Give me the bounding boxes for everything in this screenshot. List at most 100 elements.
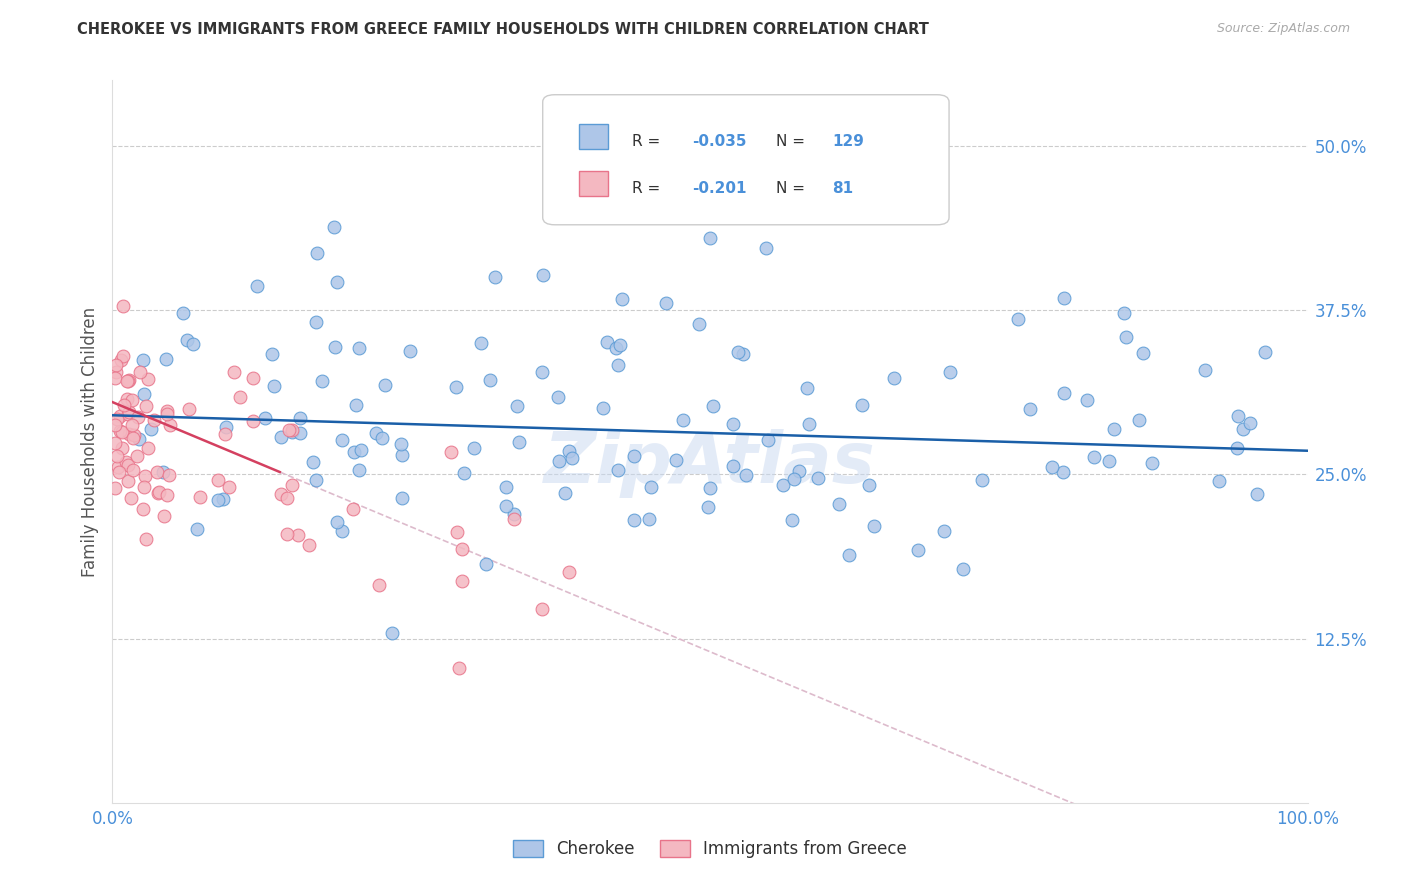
Point xyxy=(796,381,818,395)
Text: ZipAtlas: ZipAtlas xyxy=(544,429,876,498)
Point xyxy=(112,299,135,313)
FancyBboxPatch shape xyxy=(543,95,949,225)
Text: CHEROKEE VS IMMIGRANTS FROM GREECE FAMILY HOUSEHOLDS WITH CHILDREN CORRELATION C: CHEROKEE VS IMMIGRANTS FROM GREECE FAMIL… xyxy=(77,22,929,37)
Point xyxy=(907,543,929,558)
Point xyxy=(1053,291,1076,305)
Point xyxy=(181,337,204,351)
Point xyxy=(697,500,720,515)
Point xyxy=(344,398,367,412)
Point xyxy=(305,245,328,260)
Point xyxy=(1208,474,1230,488)
Point xyxy=(607,358,630,372)
Y-axis label: Family Households with Children: Family Households with Children xyxy=(80,307,98,576)
Point xyxy=(350,442,373,457)
Point xyxy=(153,508,176,523)
Point xyxy=(118,373,141,387)
Point xyxy=(731,346,754,360)
Point xyxy=(858,477,880,491)
Point xyxy=(246,279,269,293)
Point xyxy=(111,349,134,363)
Point xyxy=(838,548,860,562)
Point xyxy=(122,463,145,477)
Point xyxy=(444,380,467,394)
Point xyxy=(276,527,298,541)
Point xyxy=(1232,422,1254,436)
Text: 129: 129 xyxy=(832,135,863,150)
Point xyxy=(146,465,169,479)
Point xyxy=(828,497,851,511)
Point xyxy=(347,463,370,477)
Point xyxy=(139,422,162,436)
Point xyxy=(755,241,778,255)
Point xyxy=(287,528,309,542)
Point xyxy=(276,491,298,505)
Point xyxy=(1076,393,1098,408)
Point xyxy=(702,399,724,413)
Point xyxy=(104,418,127,433)
Point xyxy=(135,532,157,546)
Point xyxy=(104,435,127,450)
Point xyxy=(623,513,645,527)
Point xyxy=(134,480,156,494)
Point xyxy=(508,435,530,450)
Point xyxy=(155,352,177,367)
Text: -0.035: -0.035 xyxy=(692,135,747,150)
Point xyxy=(381,626,404,640)
Point xyxy=(122,428,145,442)
Point xyxy=(842,178,865,193)
Point xyxy=(623,449,645,463)
Point xyxy=(655,295,678,310)
Point xyxy=(117,374,139,388)
Point xyxy=(1104,422,1126,436)
Point xyxy=(972,473,994,487)
Point xyxy=(1115,329,1137,343)
Point xyxy=(734,467,756,482)
Point xyxy=(495,480,517,494)
Point xyxy=(214,427,236,442)
Point xyxy=(502,508,524,522)
Text: -0.201: -0.201 xyxy=(692,181,747,196)
Point xyxy=(391,448,413,462)
Point xyxy=(952,562,974,576)
Point xyxy=(311,375,333,389)
Text: 81: 81 xyxy=(832,181,853,196)
Point xyxy=(1194,362,1216,376)
Point xyxy=(215,420,238,434)
Point xyxy=(218,480,240,494)
Point xyxy=(610,292,633,306)
Point xyxy=(727,344,749,359)
Point xyxy=(157,468,180,483)
Point xyxy=(108,465,131,479)
Point xyxy=(132,502,155,516)
Bar xyxy=(579,124,609,149)
Point xyxy=(270,430,292,444)
Point xyxy=(342,502,364,516)
Point xyxy=(156,488,179,502)
Point xyxy=(325,275,347,289)
Point xyxy=(1083,450,1105,465)
Point xyxy=(253,410,276,425)
Point xyxy=(172,306,194,320)
Point xyxy=(1254,344,1277,359)
Point xyxy=(934,524,956,539)
Point xyxy=(1239,416,1261,430)
Point xyxy=(105,449,128,463)
Point xyxy=(263,379,285,393)
Point xyxy=(1142,456,1164,470)
Point xyxy=(177,401,200,416)
Point xyxy=(212,491,235,506)
Point xyxy=(447,661,470,675)
Point xyxy=(547,390,569,404)
Point xyxy=(548,454,571,468)
Point xyxy=(607,463,630,477)
Point xyxy=(398,343,420,358)
Point xyxy=(783,472,806,486)
Point xyxy=(343,444,366,458)
Point xyxy=(260,346,283,360)
Point xyxy=(609,338,631,352)
Point xyxy=(117,458,139,472)
Point xyxy=(270,487,292,501)
Point xyxy=(302,455,325,469)
Point xyxy=(451,542,474,557)
Point xyxy=(554,485,576,500)
